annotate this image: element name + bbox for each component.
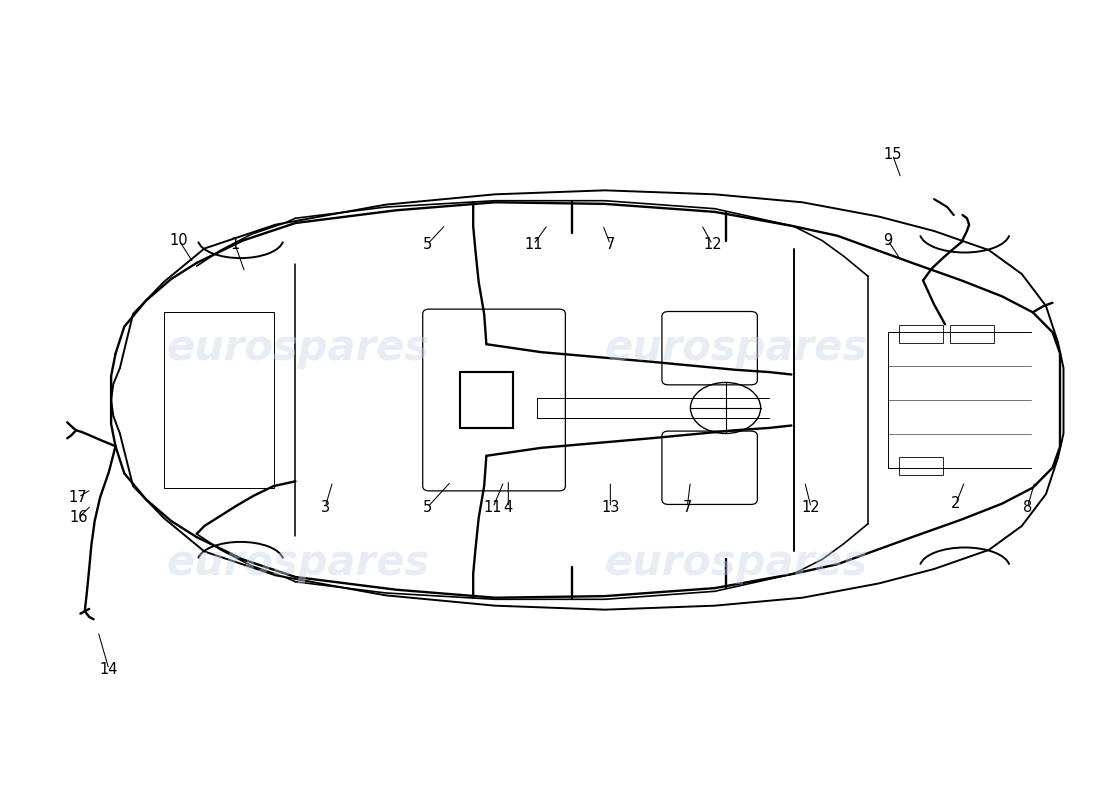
Text: 4: 4 [504, 500, 513, 515]
Text: 7: 7 [682, 500, 692, 515]
Text: 2: 2 [952, 496, 960, 511]
Text: 13: 13 [602, 500, 619, 515]
Text: 5: 5 [422, 500, 431, 515]
Text: 10: 10 [169, 233, 188, 248]
Text: 15: 15 [883, 147, 902, 162]
Text: 12: 12 [802, 500, 821, 515]
Text: eurospares: eurospares [166, 327, 429, 369]
Text: eurospares: eurospares [605, 327, 868, 369]
Text: 12: 12 [703, 237, 722, 252]
Text: eurospares: eurospares [166, 542, 429, 585]
Text: 7: 7 [606, 237, 615, 252]
Text: 16: 16 [69, 510, 87, 526]
Text: 11: 11 [525, 237, 542, 252]
Text: 3: 3 [320, 500, 330, 515]
Text: 8: 8 [1023, 500, 1032, 515]
Text: 9: 9 [883, 233, 892, 248]
Text: 17: 17 [69, 490, 88, 505]
Text: 14: 14 [100, 662, 118, 677]
Text: 1: 1 [231, 237, 240, 252]
Text: eurospares: eurospares [605, 542, 868, 585]
Text: 11: 11 [484, 500, 503, 515]
Text: 5: 5 [422, 237, 431, 252]
